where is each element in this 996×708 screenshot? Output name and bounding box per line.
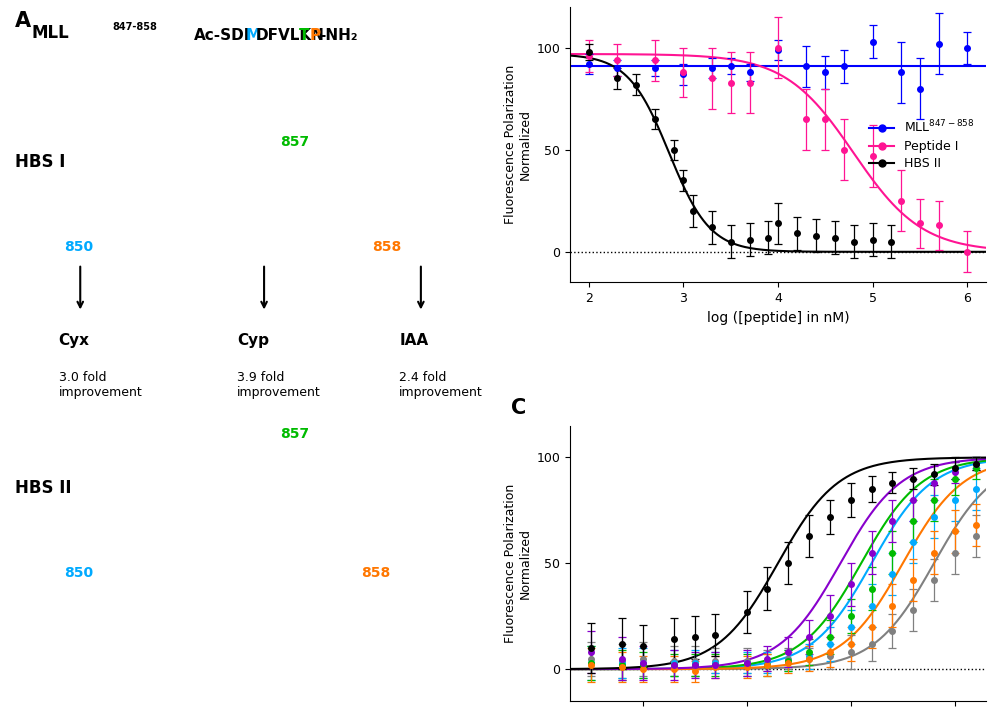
- Text: IAA: IAA: [399, 333, 428, 348]
- Text: Ac-SDI: Ac-SDI: [194, 28, 250, 43]
- Y-axis label: Fluorescence Polarization
Normalized: Fluorescence Polarization Normalized: [504, 484, 532, 643]
- Text: T: T: [299, 28, 310, 43]
- Text: HBS II: HBS II: [15, 479, 72, 497]
- Text: 858: 858: [373, 239, 401, 253]
- Text: 850: 850: [64, 566, 94, 580]
- Text: C: C: [512, 398, 527, 418]
- Text: 3.0 fold
improvement: 3.0 fold improvement: [59, 372, 142, 399]
- Legend: MLL$^{847-858}$, Peptide I, HBS II: MLL$^{847-858}$, Peptide I, HBS II: [865, 114, 980, 176]
- Text: Cyp: Cyp: [237, 333, 269, 348]
- Y-axis label: Fluorescence Polarization
Normalized: Fluorescence Polarization Normalized: [504, 65, 532, 224]
- Text: P: P: [310, 28, 321, 43]
- X-axis label: log ([peptide] in nM): log ([peptide] in nM): [706, 311, 850, 325]
- Text: 857: 857: [280, 427, 310, 441]
- Text: 858: 858: [362, 566, 390, 580]
- Text: 847-858: 847-858: [113, 23, 157, 33]
- Text: 3.9 fold
improvement: 3.9 fold improvement: [237, 372, 321, 399]
- Text: Cyx: Cyx: [59, 333, 90, 348]
- Text: -NH₂: -NH₂: [320, 28, 358, 43]
- Text: DFVLKN: DFVLKN: [256, 28, 325, 43]
- Text: MLL: MLL: [32, 25, 70, 42]
- Text: M: M: [245, 28, 260, 43]
- Text: 2.4 fold
improvement: 2.4 fold improvement: [399, 372, 483, 399]
- Text: HBS I: HBS I: [15, 153, 66, 171]
- Text: 850: 850: [64, 239, 94, 253]
- Text: A: A: [15, 11, 32, 30]
- Text: 857: 857: [280, 135, 310, 149]
